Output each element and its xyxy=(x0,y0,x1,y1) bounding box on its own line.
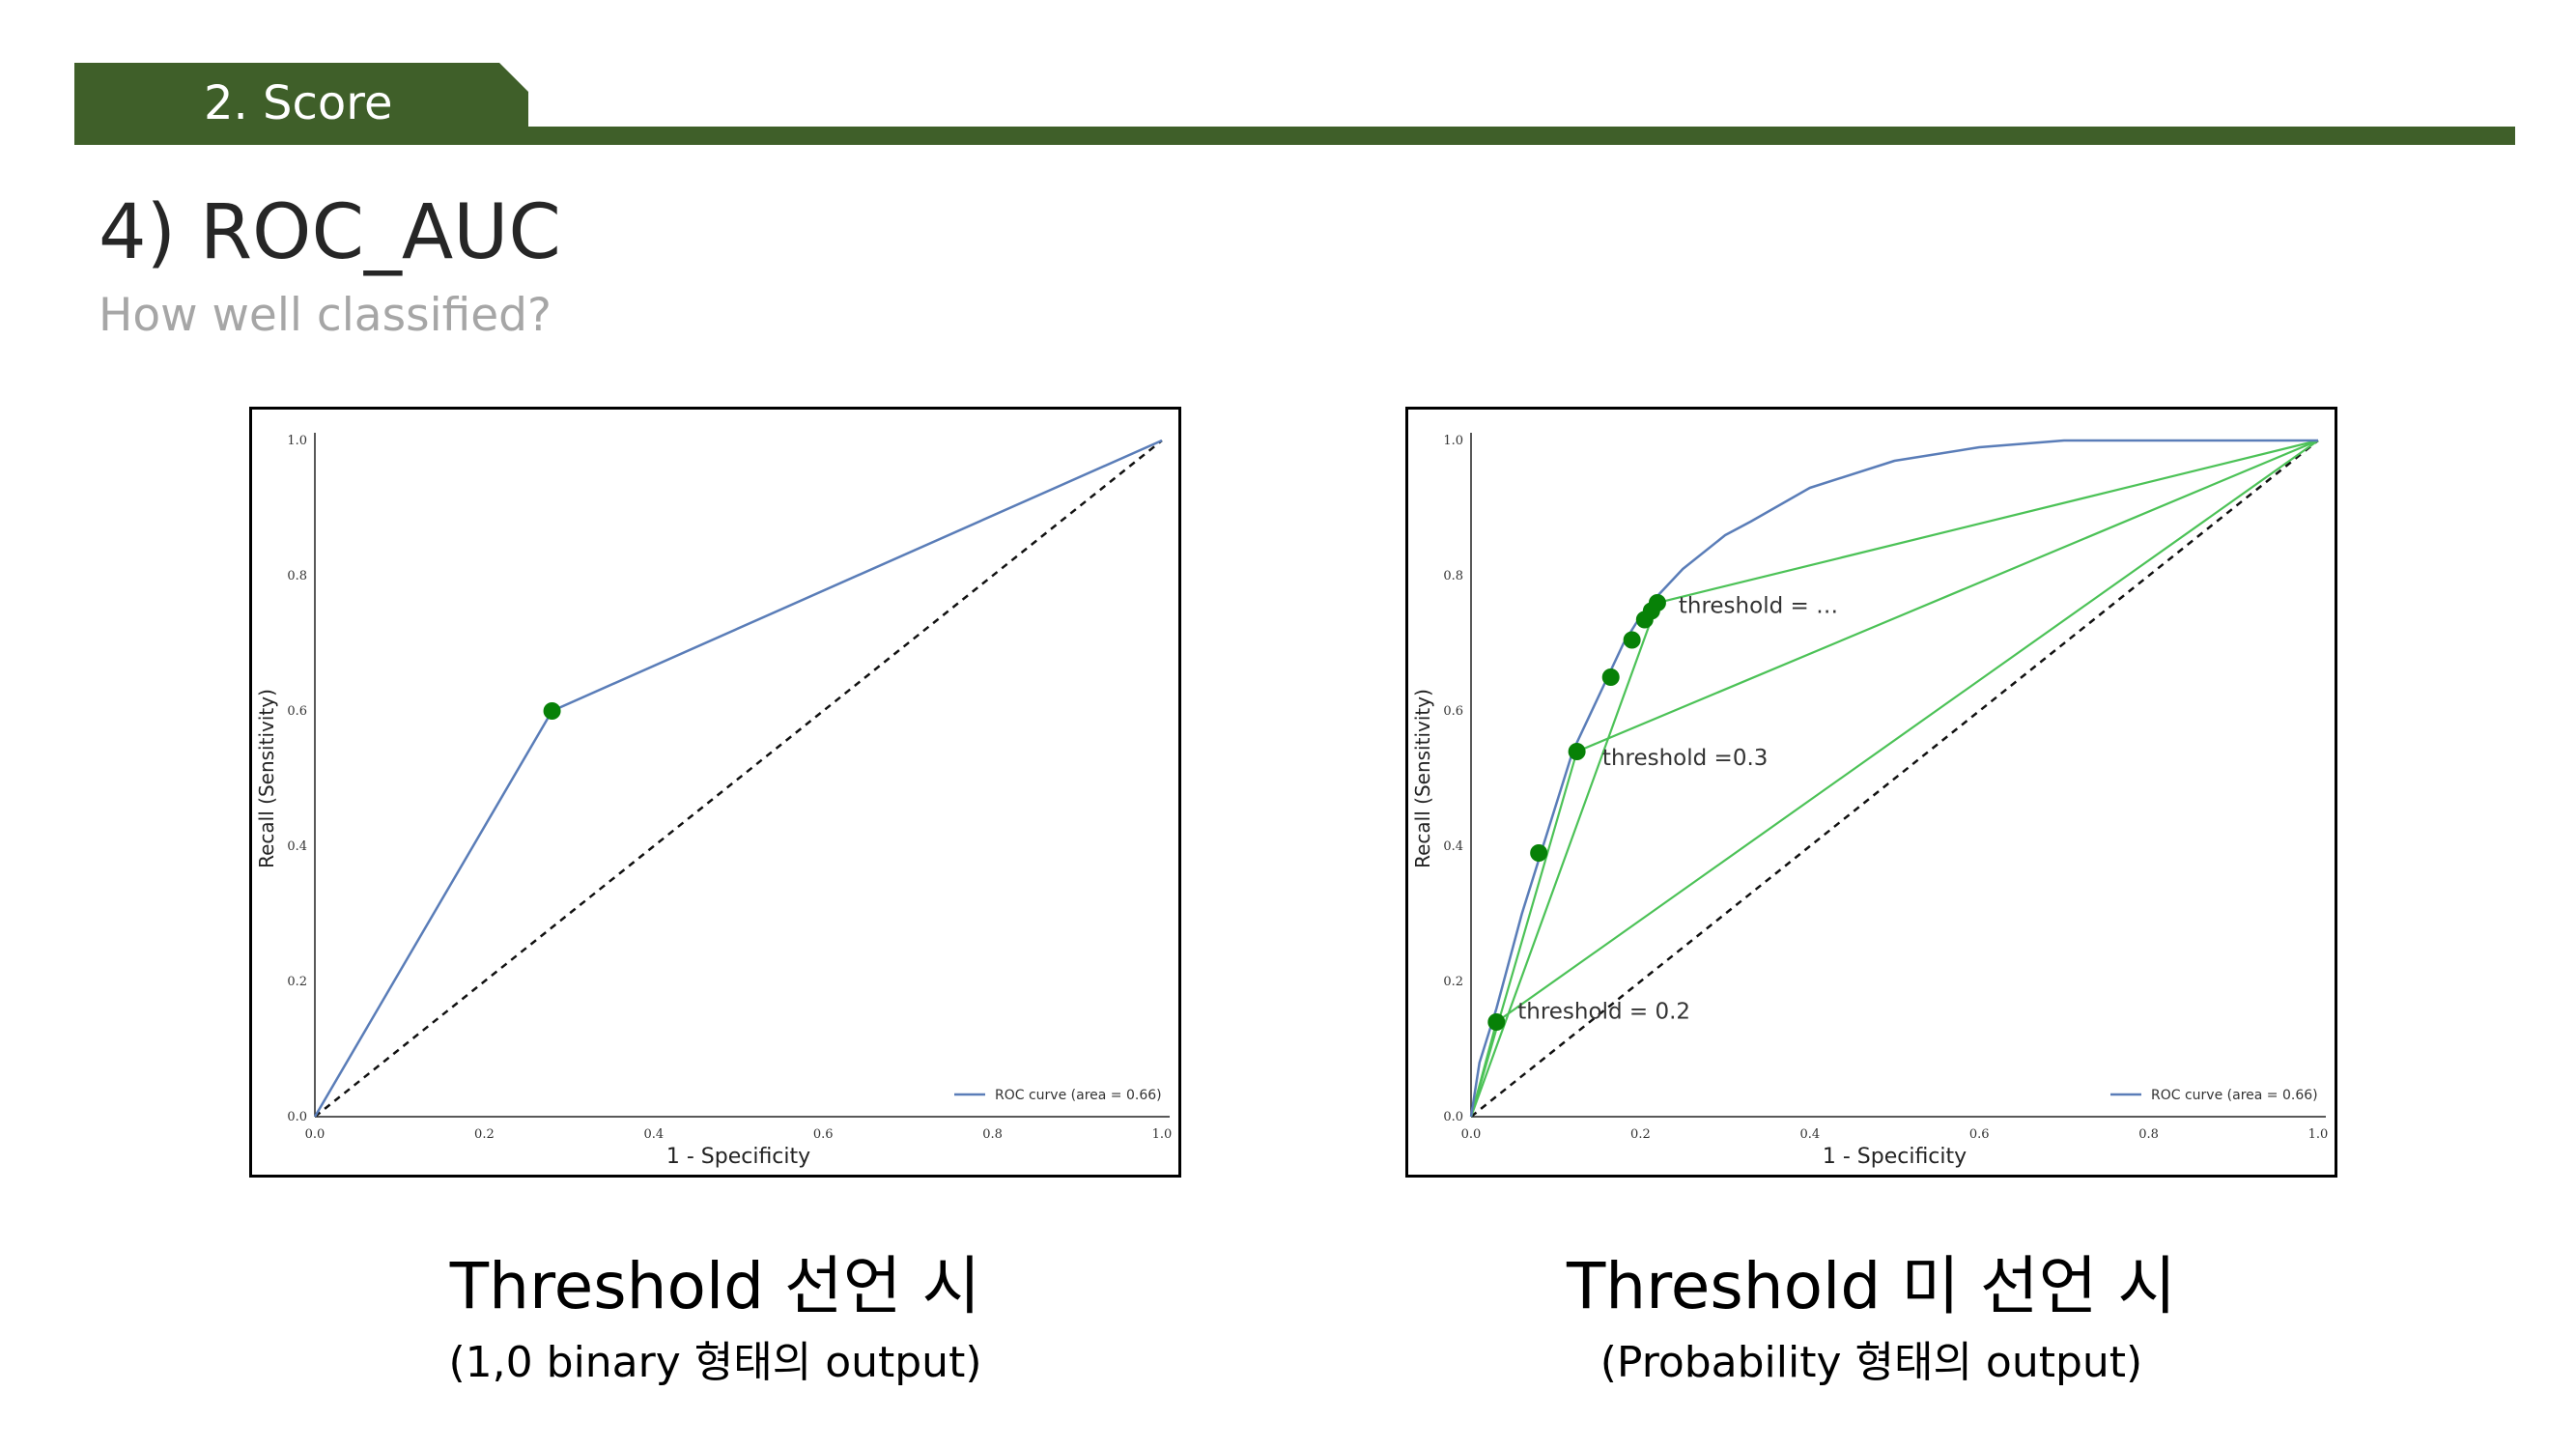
section-label: 2. Score xyxy=(204,76,393,130)
caption-binary: Threshold 선언 시 (1,0 binary 형태의 output) xyxy=(249,1235,1181,1389)
chart-1-annotation-0: threshold = … xyxy=(1679,594,1838,619)
chart-0-x-tick-label: 0.2 xyxy=(474,1127,495,1142)
caption-probability: Threshold 미 선언 시 (Probability 형태의 output… xyxy=(1405,1235,2337,1389)
chart-0-x-tick-label: 0.8 xyxy=(982,1127,1003,1142)
chart-1-y-axis-label: Recall (Sensitivity) xyxy=(1411,689,1434,868)
chart-1-threshold-point-4 xyxy=(1623,631,1641,649)
chart-1-legend-label: ROC curve (area = 0.66) xyxy=(2151,1088,2318,1103)
chart-1-threshold-point-7 xyxy=(1648,594,1666,611)
chart-1-x-tick-label: 1.0 xyxy=(2308,1127,2329,1142)
chart-0-x-tick-label: 1.0 xyxy=(1152,1127,1173,1142)
chart-1-x-axis-label: 1 - Specificity xyxy=(1823,1145,1967,1169)
chart-1-y-tick-label: 0.4 xyxy=(1443,839,1463,854)
chart-1-y-tick-label: 1.0 xyxy=(1443,434,1463,448)
chart-1-y-tick-label: 0.2 xyxy=(1443,975,1463,989)
caption-binary-subtitle: (1,0 binary 형태의 output) xyxy=(448,1338,982,1387)
chart-1-threshold-point-2 xyxy=(1568,743,1586,760)
chart-0-x-tick-label: 0.6 xyxy=(813,1127,834,1142)
chart-1-x-tick-label: 0.6 xyxy=(1969,1127,1990,1142)
chart-0-x-tick-label: 0.4 xyxy=(643,1127,664,1142)
chart-1-annotation-2: threshold = 0.2 xyxy=(1517,1000,1690,1025)
chart-0-y-tick-label: 0.0 xyxy=(287,1110,307,1124)
page-title: 4) ROC_AUC xyxy=(99,189,561,276)
caption-probability-title: Threshold 미 선언 시 xyxy=(1566,1249,2177,1323)
roc-chart-binary-svg: 0.0 0.2 0.4 0.6 0.8 1.0 0.0 0.2 0.4 0.6 0.8 1.0 1 - … xyxy=(255,433,1173,1169)
chart-0-x-axis-label: 1 - Specificity xyxy=(666,1145,810,1169)
chart-0-y-tick-label: 0.2 xyxy=(287,975,307,989)
caption-probability-subtitle: (Probability 형태의 output) xyxy=(1599,1338,2143,1387)
caption-binary-title: Threshold 선언 시 xyxy=(449,1249,981,1323)
chart-0-x-tick-label: 0.0 xyxy=(305,1127,326,1142)
chart-1-y-tick-label: 0.6 xyxy=(1443,704,1463,719)
roc-chart-binary: 0.0 0.2 0.4 0.6 0.8 1.0 0.0 0.2 0.4 0.6 0.8 1.0 1 - … xyxy=(249,407,1181,1178)
roc-chart-probability-svg: 0.0 0.2 0.4 0.6 0.8 1.0 0.0 0.2 0.4 0.6 0.8 1.0 1 - … xyxy=(1411,433,2329,1169)
roc-chart-probability: 0.0 0.2 0.4 0.6 0.8 1.0 0.0 0.2 0.4 0.6 0.8 1.0 1 - … xyxy=(1405,407,2337,1178)
chart-1-threshold-point-0 xyxy=(1487,1013,1506,1031)
chart-1-y-tick-label: 0.0 xyxy=(1443,1110,1463,1124)
chart-1-diagonal-line xyxy=(1470,440,2319,1118)
page-subtitle: How well classified? xyxy=(99,289,552,342)
chart-1-x-tick-label: 0.4 xyxy=(1799,1127,1820,1142)
chart-0-y-tick-label: 0.8 xyxy=(287,569,307,583)
chart-1-annotation-1: threshold =0.3 xyxy=(1602,746,1768,771)
chart-0-diagonal-line xyxy=(314,440,1163,1118)
chart-0-legend-label: ROC curve (area = 0.66) xyxy=(995,1088,1162,1103)
chart-0-y-tick-label: 0.4 xyxy=(287,839,307,854)
chart-1-y-tick-label: 0.8 xyxy=(1443,569,1463,583)
chart-0-y-tick-label: 0.6 xyxy=(287,704,307,719)
chart-1-x-tick-label: 0.2 xyxy=(1630,1127,1651,1142)
chart-1-threshold-point-1 xyxy=(1530,844,1548,862)
header-divider xyxy=(74,127,2515,145)
chart-0-threshold-point-0 xyxy=(543,702,561,720)
chart-0-y-axis-label: Recall (Sensitivity) xyxy=(255,689,278,868)
chart-1-x-tick-label: 0.0 xyxy=(1461,1127,1482,1142)
chart-1-x-tick-label: 0.8 xyxy=(2138,1127,2159,1142)
chart-0-y-tick-label: 1.0 xyxy=(287,434,307,448)
chart-1-threshold-point-3 xyxy=(1601,668,1620,686)
